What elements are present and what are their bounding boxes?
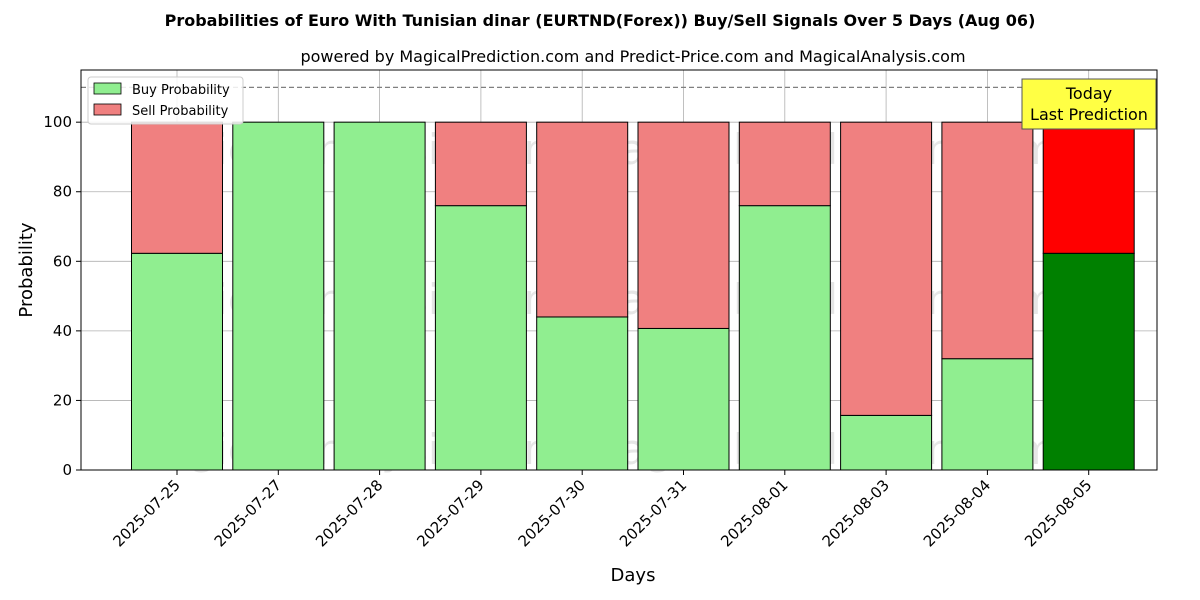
y-tick-label: 60 <box>53 252 72 270</box>
bars-layer <box>131 121 1135 471</box>
y-tick-label: 80 <box>53 183 72 201</box>
y-axis-ticks: 0 20 40 60 80 100 <box>43 113 81 479</box>
bar-sell-2025-07-29 <box>434 121 527 207</box>
bar-buy-2025-08-01 <box>738 205 831 471</box>
bar-buy-2025-08-04 <box>941 358 1034 471</box>
bar-buy-2025-07-30 <box>536 316 629 471</box>
today-annotation: Today Last Prediction <box>1021 78 1157 130</box>
y-tick-label: 0 <box>62 461 72 479</box>
x-axis-label: Days <box>611 565 656 586</box>
legend-box <box>87 76 244 125</box>
bar-sell-2025-07-31 <box>637 121 730 329</box>
x-tick-label: 2025-08-01 <box>717 476 791 550</box>
chart-title: Probabilities of Euro With Tunisian dina… <box>165 11 1036 30</box>
bar-sell-2025-07-30 <box>536 121 629 318</box>
y-tick-label: 20 <box>53 391 72 409</box>
today-annotation-box <box>1021 78 1157 130</box>
bar-buy-2025-07-29 <box>434 205 527 471</box>
legend-label-buy: Buy Probability <box>132 83 230 98</box>
bar-buy-2025-08-05 <box>1042 252 1135 471</box>
bar-sell-2025-07-25 <box>131 121 223 254</box>
bar-sell-2025-08-04 <box>941 121 1034 360</box>
today-annotation-line1: Today <box>1065 84 1112 103</box>
legend-swatch-buy <box>93 82 122 95</box>
chart-subtitle: powered by MagicalPrediction.com and Pre… <box>300 47 965 66</box>
x-tick-label: 2025-07-30 <box>515 476 589 550</box>
y-tick-label: 100 <box>43 113 72 131</box>
plot-frame <box>80 69 1158 471</box>
x-tick-label: 2025-07-25 <box>109 476 183 550</box>
bar-buy-2025-07-27 <box>232 121 325 471</box>
x-tick-label: 2025-08-03 <box>819 476 893 550</box>
legend-label-sell: Sell Probability <box>132 104 229 119</box>
x-tick-label: 2025-08-05 <box>1021 476 1095 550</box>
bar-buy-2025-08-03 <box>840 414 933 471</box>
bar-buy-2025-07-25 <box>131 252 223 471</box>
x-tick-label: 2025-07-28 <box>312 476 386 550</box>
legend-swatch-sell <box>93 103 122 116</box>
x-tick-label: 2025-07-27 <box>211 476 285 550</box>
bar-buy-2025-07-28 <box>333 121 426 471</box>
bar-sell-2025-08-03 <box>840 121 933 416</box>
bar-sell-2025-08-01 <box>738 121 831 207</box>
legend: Buy Probability Sell Probability <box>87 76 244 125</box>
x-tick-label: 2025-07-31 <box>616 476 690 550</box>
today-annotation-line2: Last Prediction <box>1030 105 1148 124</box>
bar-sell-2025-08-05 <box>1042 121 1135 254</box>
x-axis-ticks: 2025-07-25 2025-07-27 2025-07-28 2025-07-29… <box>109 470 1096 550</box>
y-tick-label: 40 <box>53 322 72 340</box>
x-tick-label: 2025-08-04 <box>920 476 994 550</box>
x-tick-label: 2025-07-29 <box>413 476 487 550</box>
y-axis-label: Probability <box>16 222 37 317</box>
bar-buy-2025-07-31 <box>637 327 730 471</box>
